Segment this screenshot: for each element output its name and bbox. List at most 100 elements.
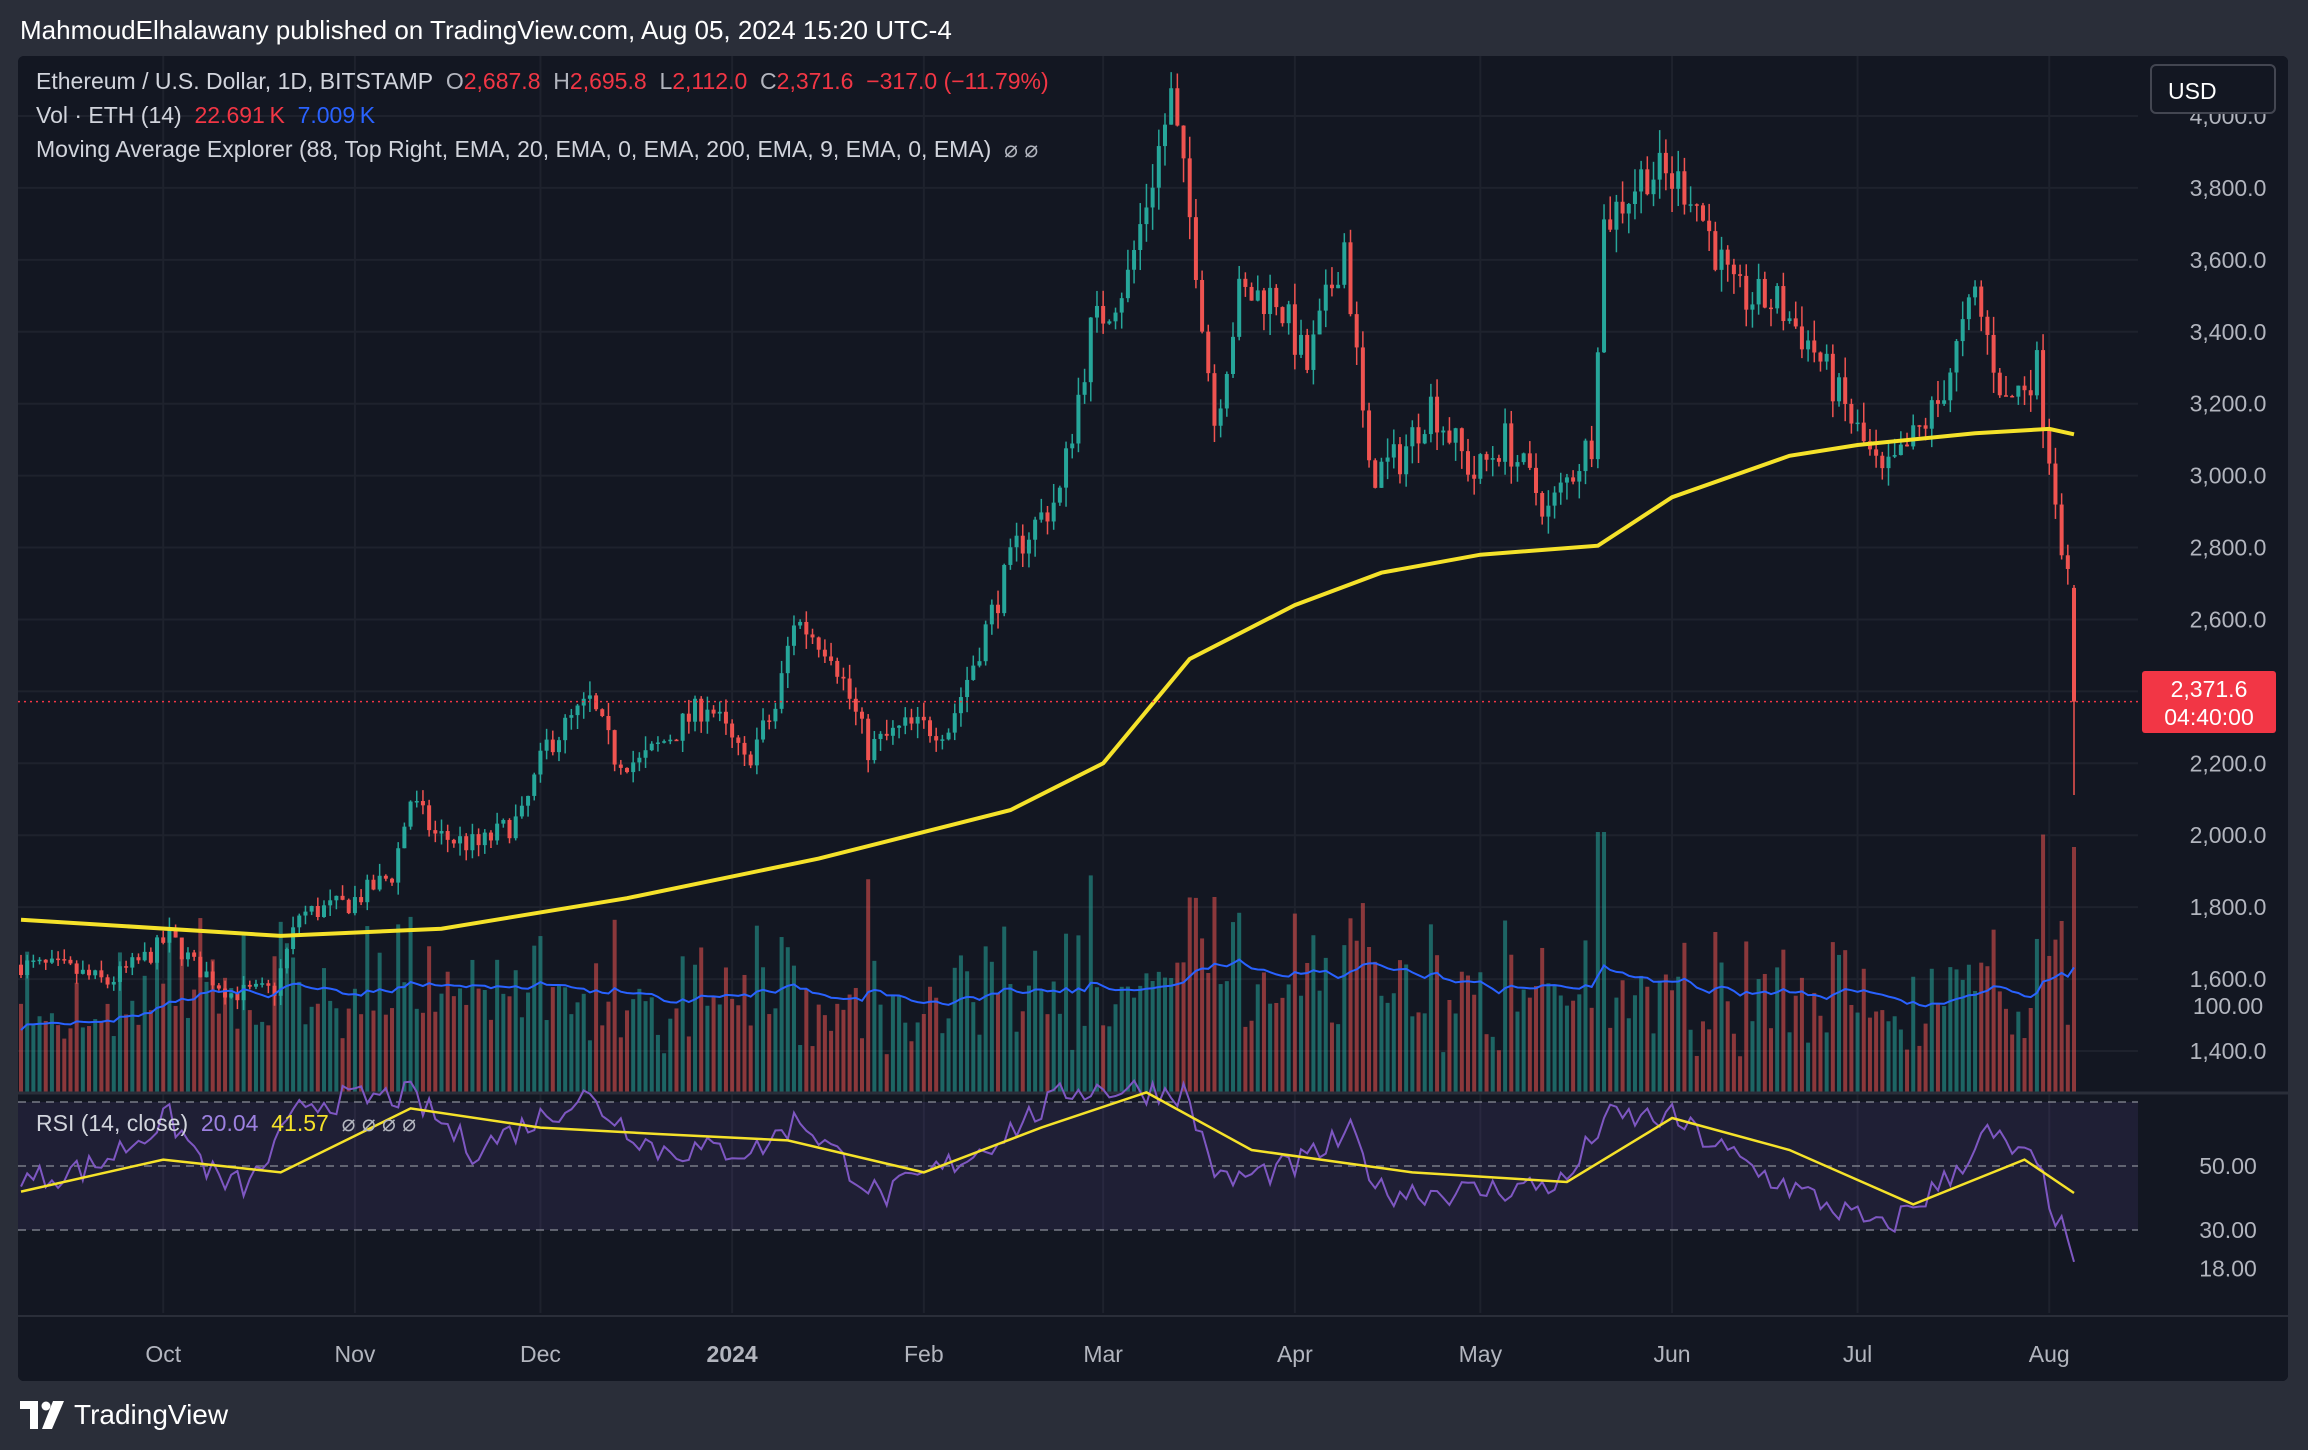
rsi-label[interactable]: RSI (14, close)	[36, 1110, 189, 1136]
volume-bar	[1125, 986, 1130, 1092]
candle	[989, 599, 994, 635]
candle	[934, 727, 939, 752]
volume-bar	[1583, 940, 1588, 1092]
volume-bar	[1700, 1021, 1705, 1092]
candle	[105, 974, 110, 989]
volume-bar	[1602, 832, 1607, 1092]
candle	[822, 639, 827, 663]
price-tick-label: 3,800.0	[2190, 175, 2267, 201]
volume-bar	[1385, 1002, 1390, 1092]
volume-bar	[884, 1054, 889, 1092]
volume-bar	[1422, 1013, 1427, 1092]
candle	[155, 934, 160, 970]
candle	[544, 728, 549, 760]
candle	[513, 804, 518, 841]
symbol-title[interactable]: Ethereum / U.S. Dollar, 1D, BITSTAMP	[36, 68, 434, 94]
candle	[1249, 282, 1254, 301]
candle	[328, 889, 333, 916]
volume-bar	[315, 1003, 320, 1092]
candle	[717, 701, 722, 722]
volume-bar	[210, 959, 215, 1092]
candle	[1614, 194, 1619, 253]
volume-bar	[1150, 981, 1155, 1092]
candle	[798, 619, 803, 629]
price-tick-label: 1,400.0	[2190, 1038, 2267, 1064]
last-price-tag: 2,371.6 04:40:00	[2142, 670, 2276, 733]
candle	[921, 702, 926, 729]
volume-bar	[711, 997, 716, 1092]
candle	[1435, 379, 1440, 451]
tradingview-footer[interactable]: TradingView	[20, 1395, 228, 1435]
volume-bar	[872, 960, 877, 1092]
volume-bar	[1002, 926, 1007, 1092]
candle	[1453, 427, 1458, 461]
volume-bar	[773, 1008, 778, 1092]
volume-bar	[983, 946, 988, 1092]
candle	[1255, 275, 1260, 302]
candle	[1311, 320, 1316, 385]
volume-bar	[1960, 979, 1965, 1092]
ethereum-chart[interactable]: 1,400.0 1,600.0 1,800.0 2,000.0 2,200.0 2,600…	[18, 56, 2288, 1381]
candle	[1162, 113, 1167, 166]
volume-bar	[878, 1004, 883, 1092]
candle	[1447, 417, 1452, 445]
candle	[87, 964, 92, 980]
volume-label[interactable]: Vol · ETH (14)	[36, 102, 182, 128]
hidden-icon[interactable]: ⌀ ⌀	[1004, 136, 1039, 162]
candle	[365, 874, 370, 911]
volume-bar	[532, 945, 537, 1092]
volume-bar	[841, 1009, 846, 1092]
volume-bar	[1731, 1033, 1736, 1092]
candle	[451, 838, 456, 848]
rsi-hidden-icon[interactable]: ⌀ ⌀ ⌀ ⌀	[341, 1110, 417, 1136]
rsi-line	[20, 1078, 2075, 1263]
candle	[1008, 538, 1013, 570]
volume-bar	[451, 996, 456, 1092]
candle	[1775, 283, 1780, 314]
candle	[1379, 457, 1384, 488]
volume-bar	[1261, 972, 1266, 1092]
volume-bar	[1218, 984, 1223, 1092]
volume-bar	[1070, 1049, 1075, 1092]
rsi-value: 20.04	[200, 1110, 259, 1136]
volume-bar	[1639, 975, 1644, 1092]
time-tick-label: Mar	[1083, 1341, 1123, 1367]
volume-bar	[155, 941, 160, 1092]
candle	[1509, 410, 1514, 484]
volume-bar	[1200, 938, 1205, 1092]
candle	[563, 714, 568, 754]
volume-bar	[1663, 974, 1668, 1092]
candle	[1886, 443, 1891, 486]
candle	[19, 954, 23, 979]
volume-bar	[1255, 984, 1260, 1092]
volume-bar	[272, 956, 277, 1092]
volume-bar	[80, 1027, 85, 1092]
candle	[25, 954, 30, 979]
ma-explorer-label[interactable]: Moving Average Explorer (88, Top Right, …	[36, 136, 992, 162]
candle	[1231, 322, 1236, 378]
chart-frame[interactable]: 1,400.0 1,600.0 1,800.0 2,000.0 2,200.0 2,600…	[18, 56, 2288, 1381]
volume-bar	[1861, 968, 1866, 1092]
candle	[1323, 269, 1328, 328]
volume-bar	[606, 1001, 611, 1092]
candle	[2065, 544, 2070, 585]
volume-bar	[1824, 1032, 1829, 1092]
candle	[1212, 364, 1217, 443]
candle	[1094, 290, 1099, 333]
candle	[266, 979, 271, 994]
candle	[80, 960, 85, 975]
volume-bar	[229, 988, 234, 1092]
volume-bar	[179, 956, 184, 1092]
volume-bar	[853, 987, 858, 1092]
volume-bar	[1942, 1006, 1947, 1092]
candle	[2022, 376, 2027, 406]
change-value: −317.0 (−11.79%)	[866, 68, 1049, 94]
currency-button[interactable]: USD	[2150, 64, 2276, 114]
rsi-ma-value: 41.57	[271, 1110, 329, 1136]
candle	[303, 905, 308, 925]
volume-bar	[439, 993, 444, 1092]
volume-bar	[1367, 946, 1372, 1092]
candle	[1391, 429, 1396, 469]
volume-bar	[736, 1005, 741, 1092]
candle	[1181, 125, 1186, 183]
